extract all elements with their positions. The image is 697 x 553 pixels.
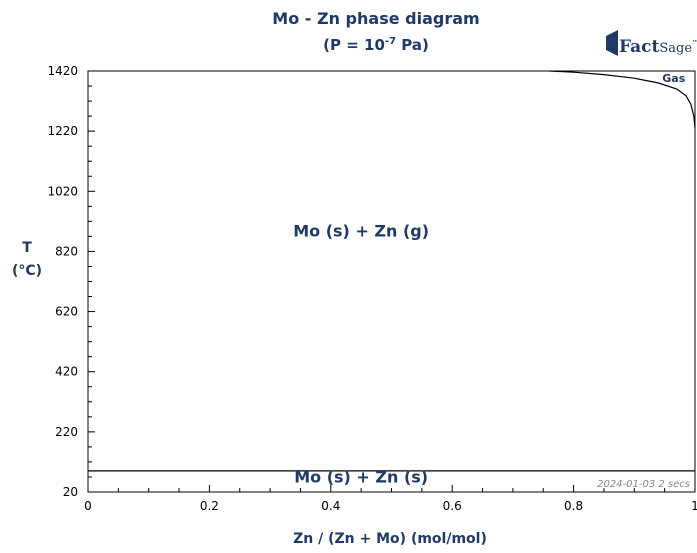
x-tick-label: 0 xyxy=(84,499,92,513)
y-tick-label: 820 xyxy=(55,244,78,258)
logo-text: FactSage™ xyxy=(619,37,697,57)
y-tick-label: 1220 xyxy=(47,124,78,138)
x-tick-label: 0.6 xyxy=(443,499,462,513)
x-axis-ticks xyxy=(87,485,696,492)
region-label-mo-s-zn-g: Mo (s) + Zn (g) xyxy=(293,221,429,240)
y-tick-label: 620 xyxy=(55,305,78,319)
chart-subtitle: (P = 10-7 Pa) xyxy=(323,36,429,54)
y-tick-label: 1420 xyxy=(47,64,78,78)
logo-trademark: ™ xyxy=(692,38,697,47)
subtitle-suffix: Pa) xyxy=(396,36,429,54)
subtitle-exponent: -7 xyxy=(385,36,396,47)
y-axis-title-line2: (°C) xyxy=(12,263,42,279)
chart-title: Mo - Zn phase diagram xyxy=(272,9,479,28)
x-tick-label: 0.8 xyxy=(564,499,583,513)
x-tick-label: 0.4 xyxy=(321,499,340,513)
x-axis-title: Zn / (Zn + Mo) (mol/mol) xyxy=(293,531,487,547)
y-tick-label: 420 xyxy=(55,365,78,379)
region-label-gas: Gas xyxy=(662,72,685,85)
y-axis-ticks xyxy=(88,70,95,493)
y-axis-title-line1: T xyxy=(22,240,32,256)
x-tick-label: 1 xyxy=(691,499,697,513)
timestamp-stamp: 2024-01-03 2 secs xyxy=(597,479,690,490)
logo-word-sage: Sage xyxy=(659,41,692,56)
factsage-logo: FactSage™ xyxy=(606,30,697,57)
logo-word-fact: Fact xyxy=(619,37,660,57)
x-axis-tick-labels: 0 0.2 0.4 0.6 0.8 1 xyxy=(84,499,697,513)
y-tick-label: 220 xyxy=(55,425,78,439)
phase-boundaries xyxy=(88,70,696,472)
plot-frame xyxy=(87,70,696,493)
y-tick-label: 1020 xyxy=(47,184,78,198)
logo-mark-icon xyxy=(606,30,618,56)
y-tick-label: 20 xyxy=(63,485,78,499)
region-label-mo-s-zn-s: Mo (s) + Zn (s) xyxy=(294,467,428,486)
x-tick-label: 0.2 xyxy=(200,499,219,513)
y-axis-tick-labels: 20 220 420 620 820 1020 1220 1420 xyxy=(47,64,78,499)
subtitle-prefix: (P = 10 xyxy=(323,36,385,54)
region-labels: Mo (s) + Zn (g) Mo (s) + Zn (s) Gas xyxy=(293,72,685,486)
gas-boundary-line xyxy=(549,70,696,129)
